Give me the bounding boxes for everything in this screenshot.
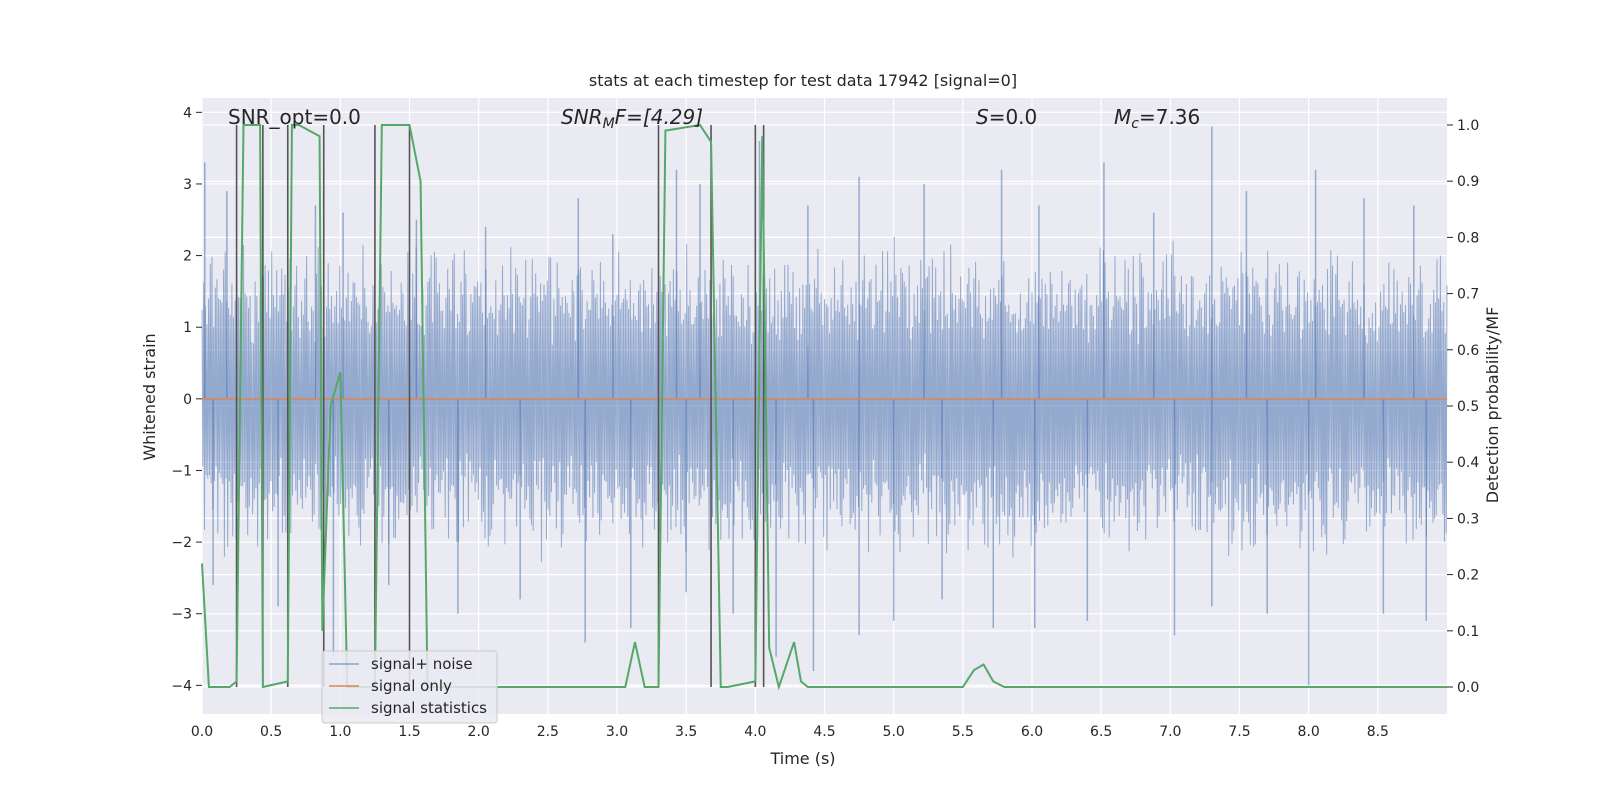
y-axis-label: Whitened strain bbox=[140, 333, 159, 460]
x-tick-label-1: 0.5 bbox=[260, 724, 282, 740]
legend-entry-signal: signal only bbox=[371, 677, 452, 695]
x-axis-ticks: 0.0 0.5 1.0 1.5 2.0 2.5 3.0 3.5 4.0 4.5 5.0 5.5 6.0 6… bbox=[191, 724, 1389, 740]
s-suffix: =0.0 bbox=[989, 105, 1038, 129]
chart-title: stats at each timestep for test data 179… bbox=[589, 71, 1017, 90]
x-tick-label-6: 3.0 bbox=[606, 724, 628, 740]
signal-statistics-line bbox=[201, 123, 1447, 691]
y-tick-label-8: −4 bbox=[171, 678, 192, 694]
y-right-tick-label-10: 0.0 bbox=[1457, 680, 1479, 696]
snr-opt-annotation: SNR_opt=0.0 bbox=[228, 105, 361, 129]
s-annotation: S=0.0 bbox=[976, 105, 1037, 129]
y-right-tick-label-0: 1.0 bbox=[1457, 118, 1479, 134]
x-tick-label-17: 8.5 bbox=[1367, 724, 1389, 740]
x-axis-label: Time (s) bbox=[769, 749, 835, 768]
y-axis-right-ticks: 1.0 0.9 0.8 0.7 0.6 0.5 0.4 0.3 0.2 0.1 0.0 bbox=[1447, 118, 1479, 696]
x-tick-label-14: 7.0 bbox=[1159, 724, 1181, 740]
mc-prefix: M bbox=[1114, 105, 1131, 129]
snr-mf-suffix: F=[4.29] bbox=[615, 105, 703, 129]
y-tick-label-2: 2 bbox=[183, 249, 192, 265]
x-tick-label-13: 6.5 bbox=[1090, 724, 1112, 740]
x-tick-label-9: 4.5 bbox=[813, 724, 835, 740]
x-tick-label-12: 6.0 bbox=[1021, 724, 1043, 740]
x-tick-label-0: 0.0 bbox=[191, 724, 213, 740]
y-right-tick-label-5: 0.5 bbox=[1457, 399, 1479, 415]
x-tick-label-5: 2.5 bbox=[537, 724, 559, 740]
y-right-tick-label-2: 0.8 bbox=[1457, 230, 1479, 246]
signal-statistics-series bbox=[201, 123, 1447, 691]
x-tick-label-2: 1.0 bbox=[329, 724, 351, 740]
x-tick-label-15: 7.5 bbox=[1228, 724, 1250, 740]
y-tick-label-3: 1 bbox=[183, 320, 192, 336]
legend-box bbox=[321, 650, 498, 724]
y-axis-ticks: 4 3 2 1 0 −1 −2 −3 −4 bbox=[171, 105, 202, 694]
x-tick-label-4: 2.0 bbox=[468, 724, 490, 740]
y-tick-label-1: 3 bbox=[183, 177, 192, 193]
legend-entry-noise: signal+ noise bbox=[371, 655, 473, 673]
y-tick-label-5: −1 bbox=[171, 463, 192, 479]
y-tick-label-7: −3 bbox=[171, 607, 192, 623]
mc-annotation: Mc=7.36 bbox=[1114, 105, 1200, 132]
x-tick-label-7: 3.5 bbox=[675, 724, 697, 740]
y-tick-label-6: −2 bbox=[171, 535, 192, 551]
y-right-tick-label-6: 0.4 bbox=[1457, 455, 1479, 471]
y-right-tick-label-8: 0.2 bbox=[1457, 568, 1479, 584]
s-prefix: S bbox=[976, 105, 989, 129]
mc-sub: c bbox=[1131, 116, 1139, 132]
y-right-tick-label-9: 0.1 bbox=[1457, 624, 1479, 640]
y-right-tick-label-3: 0.7 bbox=[1457, 287, 1479, 303]
mc-suffix: =7.36 bbox=[1139, 105, 1200, 129]
snr-mf-annotation: SNRMF=[4.29] bbox=[561, 105, 703, 132]
x-tick-label-8: 4.0 bbox=[744, 724, 766, 740]
y-right-tick-label-4: 0.6 bbox=[1457, 343, 1479, 359]
legend-entry-stats: signal statistics bbox=[371, 699, 487, 717]
x-tick-label-3: 1.5 bbox=[398, 724, 420, 740]
legend: signal+ noise signal only signal statist… bbox=[321, 650, 498, 724]
x-tick-label-16: 8.0 bbox=[1298, 724, 1320, 740]
y-right-tick-label-7: 0.3 bbox=[1457, 511, 1479, 527]
y-tick-label-4: 0 bbox=[183, 392, 192, 408]
y-axis-right-label: Detection probability/MF bbox=[1483, 307, 1502, 504]
y-right-tick-label-1: 0.9 bbox=[1457, 174, 1479, 190]
x-tick-label-11: 5.5 bbox=[952, 724, 974, 740]
snr-mf-sub: M bbox=[603, 116, 615, 132]
x-tick-label-10: 5.0 bbox=[883, 724, 905, 740]
y-tick-label-0: 4 bbox=[183, 105, 192, 121]
snr-mf-prefix: SNR bbox=[561, 105, 603, 129]
